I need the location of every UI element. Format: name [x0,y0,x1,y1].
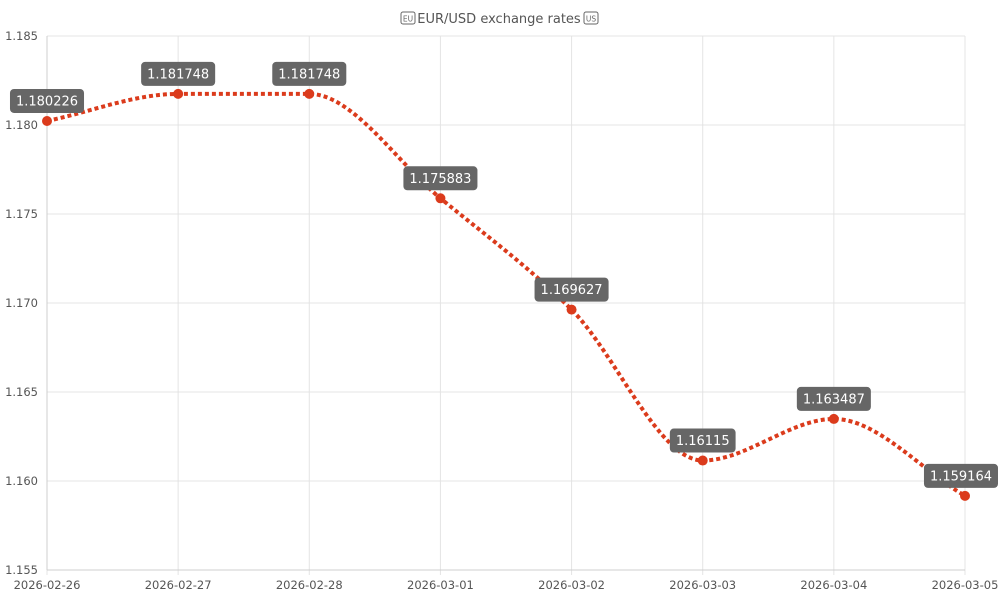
data-label-text: 1.163487 [803,392,865,407]
y-tick-label: 1.180 [5,118,38,132]
data-label-box [141,61,216,86]
data-label: 1.180226 [9,88,85,113]
svg-text:EU: EU [403,15,413,24]
y-tick-label: 1.160 [5,474,38,488]
y-tick-label: 1.185 [5,29,38,43]
y-tick-label: 1.155 [5,563,38,577]
data-label: 1.169627 [534,277,609,302]
eu-flag-icon: EU [400,11,416,25]
y-tick-label: 1.175 [5,207,38,221]
y-tick-label: 1.165 [5,385,38,399]
us-flag-icon: US [583,11,599,25]
x-tick-label: 2026-02-28 [276,578,343,592]
x-tick-label: 2026-03-03 [669,578,736,592]
data-points [42,88,970,501]
series-line [46,91,967,498]
data-label-text: 1.181748 [278,67,340,82]
data-label-box [403,166,478,191]
data-label: 1.163487 [796,386,871,411]
data-point [42,115,52,126]
data-point [960,490,970,501]
data-label-text: 1.169627 [541,283,603,298]
x-tick-label: 2026-03-02 [538,578,605,592]
data-label-text: 1.159164 [930,469,992,484]
data-point [304,88,315,99]
data-label-box [9,88,85,113]
chart-title: EU EUR/USD exchange rates US [400,11,599,27]
data-label: 1.181748 [141,61,216,86]
data-label-text: 1.175883 [409,172,471,187]
x-tick-label: 2026-03-04 [800,578,867,592]
data-label: 1.16115 [669,428,736,453]
data-point [435,193,446,204]
grid [46,35,966,575]
data-label-text: 1.180226 [16,94,78,109]
data-label-text: 1.181748 [147,67,209,82]
data-label-box [923,463,998,488]
x-tick-label: 2026-02-26 [14,578,81,592]
data-point [697,455,708,466]
x-tick-label: 2026-03-05 [932,578,999,592]
data-label-text: 1.16115 [676,434,730,449]
chart-title-text: EUR/USD exchange rates [417,12,581,27]
data-label-box [534,277,609,302]
x-tick-label: 2026-02-27 [145,578,212,592]
data-point [566,304,577,315]
y-tick-label: 1.170 [5,296,38,310]
data-labels: 1.180226 1.181748 1.181748 1.175883 1.169627… [9,61,998,488]
data-label-box [796,386,871,411]
data-label-box [669,428,736,453]
data-point [173,88,184,99]
data-label: 1.175883 [403,166,478,191]
data-label-box [272,61,347,86]
data-label: 1.181748 [272,61,347,86]
data-point [828,413,839,424]
x-tick-label: 2026-03-01 [407,578,474,592]
svg-text:US: US [586,15,596,24]
data-label: 1.159164 [923,463,998,488]
series-line-path [46,91,967,498]
axes: 1.155 1.160 1.165 1.170 1.175 1.180 1.185 2026-… [5,29,998,592]
